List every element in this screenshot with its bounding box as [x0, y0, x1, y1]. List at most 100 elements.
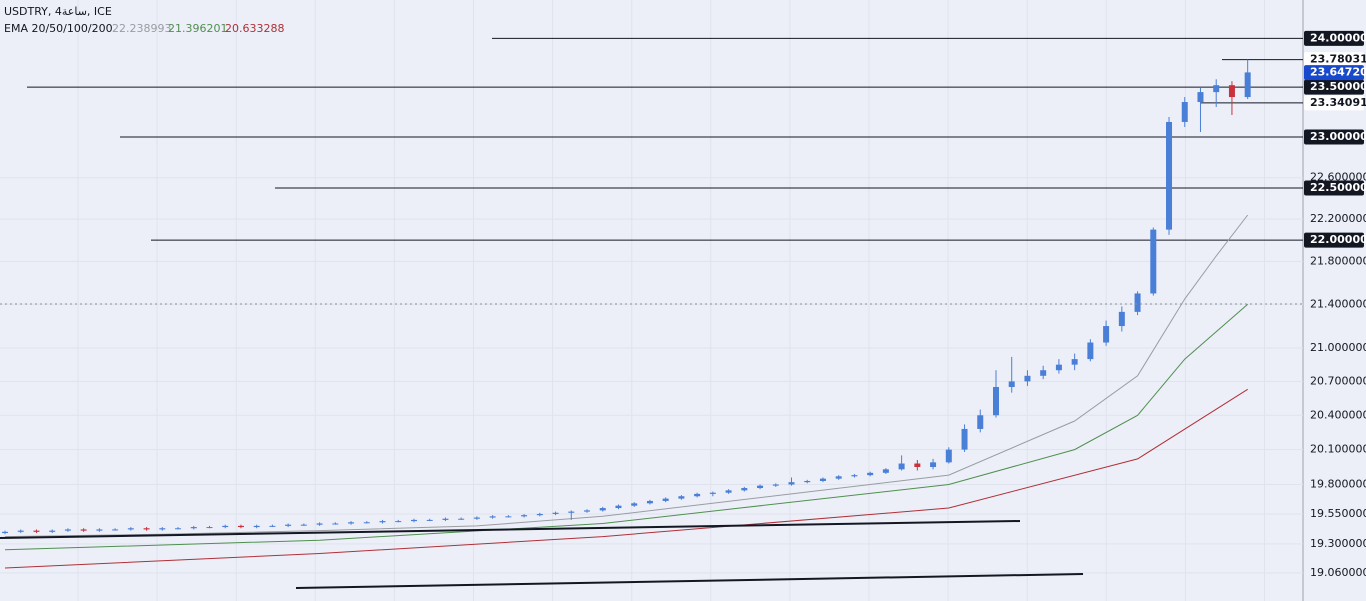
- candles: [2, 59, 1251, 535]
- candle-body: [269, 525, 276, 527]
- y-tick-label: 19.800000: [1310, 478, 1366, 491]
- indicator-value: 22.238993: [112, 22, 172, 35]
- y-tick-label: 21.000000: [1310, 341, 1366, 354]
- candle-body: [678, 496, 685, 499]
- candle-body: [159, 528, 166, 530]
- candle-body: [127, 528, 134, 530]
- y-tick-label: 22.600000: [1310, 171, 1366, 184]
- level-label: 24.000000: [1310, 31, 1366, 44]
- candle-body: [898, 463, 905, 470]
- candle-body: [489, 516, 496, 518]
- candle-body: [568, 511, 575, 513]
- y-axis: 19.060000 19.300000 19.550000 19.800000 20.1…: [1304, 30, 1366, 579]
- level-lines: [27, 37, 1303, 241]
- candle-body: [646, 500, 653, 504]
- candle-body: [1166, 121, 1173, 230]
- candle-body: [1103, 326, 1110, 343]
- candle-body: [96, 529, 103, 531]
- marker-label-box: [1304, 95, 1364, 111]
- candle-body: [505, 516, 512, 518]
- candle-body: [977, 415, 984, 429]
- candle-body: [1040, 370, 1047, 376]
- marker-label-box: [1304, 65, 1364, 81]
- candle-body: [819, 478, 826, 481]
- candle-body: [253, 525, 260, 528]
- candle-body: [80, 529, 87, 531]
- candle-body: [112, 529, 119, 531]
- candle-body: [237, 525, 244, 528]
- candle-body: [410, 519, 417, 522]
- trend-line: [0, 520, 1021, 539]
- marker-label: 23.340912: [1310, 96, 1366, 109]
- candle-body: [175, 528, 182, 530]
- candle-body: [914, 463, 921, 467]
- y-tick-label: 20.700000: [1310, 374, 1366, 387]
- candle-body: [1244, 72, 1251, 98]
- chart-title: USDTRY, 4ساعة, ICE: [4, 5, 112, 18]
- indicator-value: 20.633288: [225, 22, 285, 35]
- candle-body: [332, 523, 339, 525]
- level-label: 23.000000: [1310, 130, 1366, 143]
- marker-label: 23.647200: [1310, 66, 1366, 79]
- candle-body: [49, 530, 56, 532]
- candle-body: [882, 469, 889, 473]
- candle-body: [1118, 311, 1125, 327]
- candle-body: [1197, 92, 1204, 103]
- marker-label-box: [1304, 52, 1364, 68]
- candle-body: [300, 524, 307, 526]
- candle-body: [631, 503, 638, 506]
- candle-body: [1181, 102, 1188, 122]
- candle-body: [442, 518, 449, 520]
- candle-body: [33, 530, 40, 532]
- candle-body: [536, 513, 543, 516]
- candle-body: [316, 523, 323, 525]
- y-tick-label: 20.100000: [1310, 443, 1366, 456]
- candle-body: [757, 485, 764, 489]
- candle-body: [694, 493, 701, 497]
- candle-body: [930, 462, 937, 467]
- level-label: 22.500000: [1310, 181, 1366, 194]
- y-tick-label: 21.800000: [1310, 254, 1366, 267]
- candle-body: [395, 521, 402, 523]
- candle-body: [945, 449, 952, 463]
- candle-body: [662, 498, 669, 501]
- candle-body: [961, 428, 968, 450]
- candle-body: [709, 492, 716, 494]
- candle-body: [17, 530, 24, 532]
- candle-body: [1087, 342, 1094, 360]
- candle-body: [1008, 381, 1015, 388]
- level-label: 23.500000: [1310, 80, 1366, 93]
- ema-line: [4, 303, 1249, 551]
- candle-body: [772, 484, 779, 486]
- candle-body: [725, 490, 732, 493]
- candle-body: [835, 476, 842, 479]
- indicator-value: 21.396201: [168, 22, 228, 35]
- candle-body: [348, 522, 355, 524]
- level-label-box: [1304, 232, 1364, 248]
- candle-body: [599, 508, 606, 511]
- candle-body: [804, 480, 811, 483]
- y-tick-label: 19.300000: [1310, 537, 1366, 550]
- level-label-box: [1304, 79, 1364, 95]
- candle-body: [788, 482, 795, 485]
- ema-line: [4, 214, 1249, 538]
- candle-body: [615, 505, 622, 509]
- level-label-box: [1304, 30, 1364, 46]
- y-tick-label: 22.200000: [1310, 212, 1366, 225]
- level-label-box: [1304, 180, 1364, 196]
- candle-body: [1213, 85, 1220, 93]
- candle-body: [1134, 293, 1141, 312]
- y-tick-label: 20.400000: [1310, 408, 1366, 421]
- candle-body: [851, 475, 858, 477]
- candle-body: [64, 529, 71, 531]
- candle-body: [426, 519, 433, 521]
- candle-body: [584, 510, 591, 512]
- indicator-label: EMA 20/50/100/200: [4, 22, 113, 35]
- marker-label: 23.780313: [1310, 53, 1366, 66]
- candle-body: [190, 527, 197, 529]
- candle-body: [363, 522, 370, 524]
- candle-body: [1228, 85, 1235, 98]
- level-label: 22.000000: [1310, 233, 1366, 246]
